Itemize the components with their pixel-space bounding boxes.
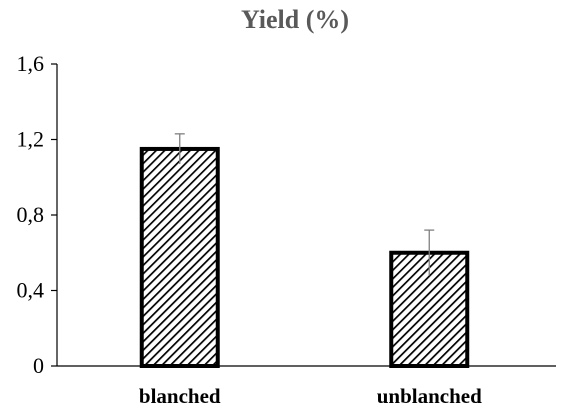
y-tick-label: 1,2 xyxy=(17,127,45,152)
y-tick-label: 0,8 xyxy=(17,202,45,227)
y-tick-label: 1,6 xyxy=(17,51,45,76)
y-tick-label: 0,4 xyxy=(17,278,45,303)
x-axis: blanched unblanched xyxy=(57,365,556,408)
x-tick-label-unblanched: unblanched xyxy=(377,384,482,408)
y-tick-label: 0 xyxy=(33,353,44,378)
bars xyxy=(139,133,470,368)
x-tick-label-blanched: blanched xyxy=(139,384,221,408)
y-axis: 0 0,4 0,8 1,2 1,6 xyxy=(17,51,58,378)
bar-blanched xyxy=(139,146,220,368)
chart-title: Yield (%) xyxy=(241,5,349,34)
